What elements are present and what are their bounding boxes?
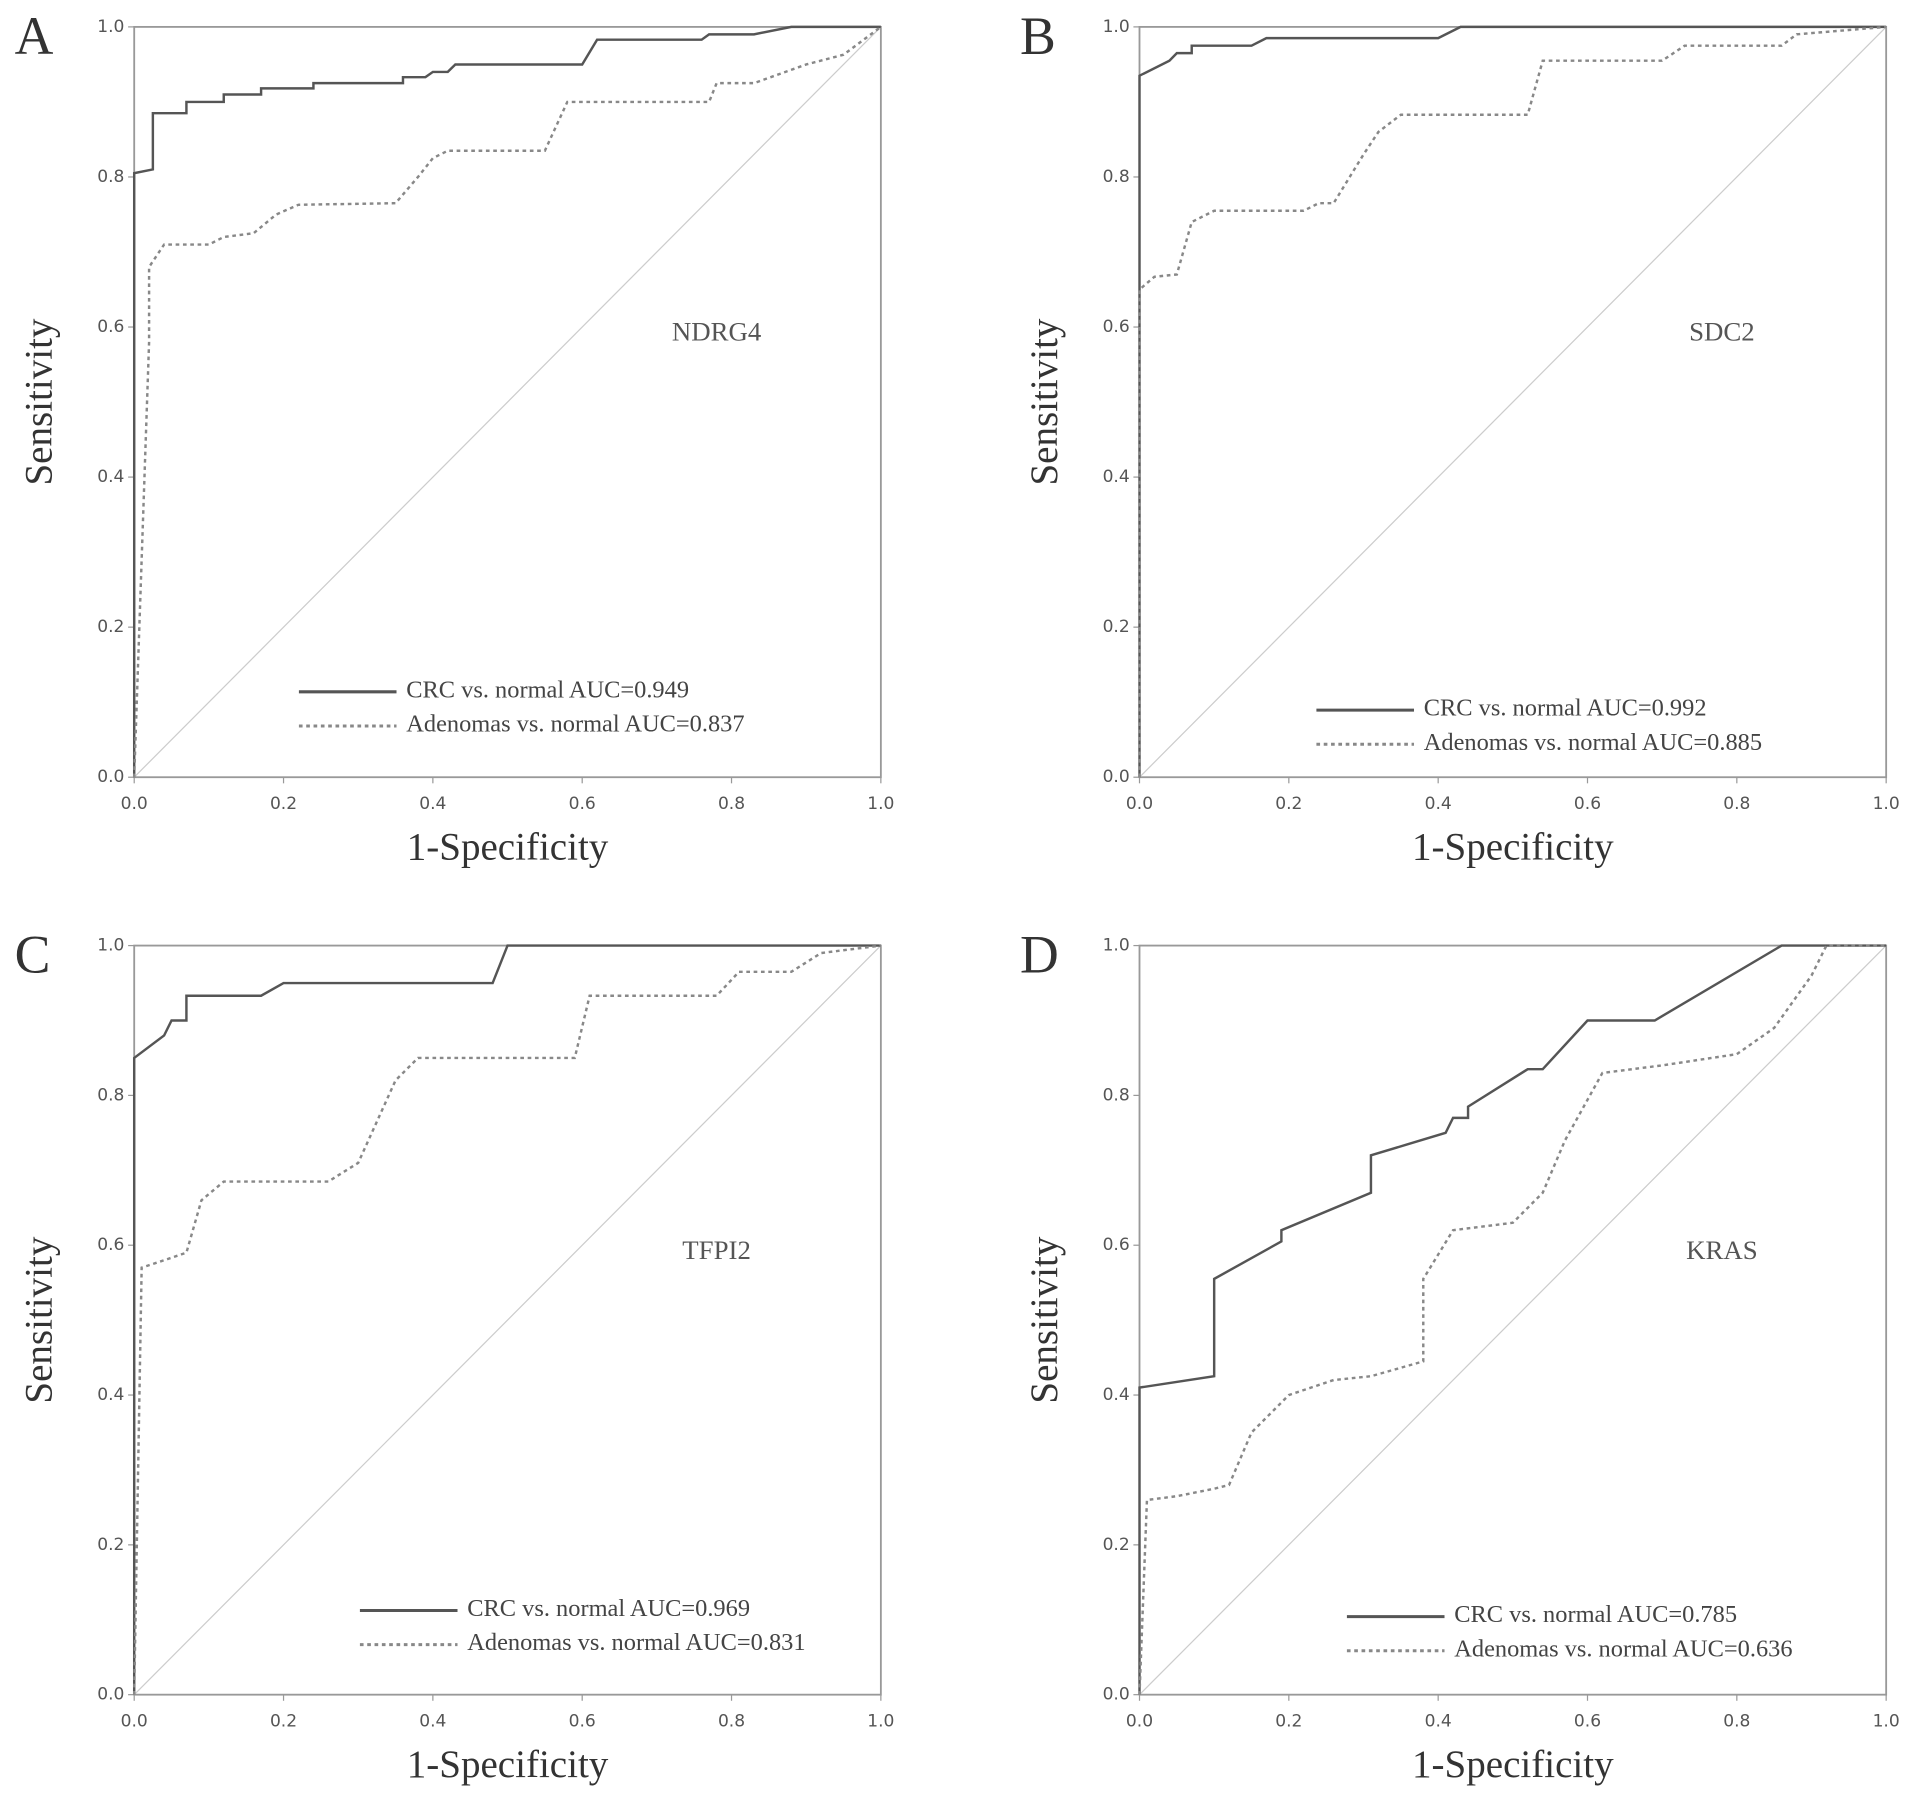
legend-label: CRC vs. normal AUC=0.949 (406, 676, 689, 703)
y-tick-label: 0.2 (1103, 1535, 1130, 1555)
y-axis-label: Sensitivity (1023, 318, 1066, 485)
x-tick-label: 0.6 (569, 794, 596, 814)
roc-curve (132, 25, 882, 778)
panel-letter: D (1020, 925, 1059, 985)
legend-label: Adenomas vs. normal AUC=0.885 (1424, 729, 1762, 756)
roc-curve (132, 944, 881, 1695)
x-tick-label: 0.2 (1275, 794, 1302, 814)
y-tick-label: 1.0 (97, 17, 124, 37)
y-axis-label: Sensitivity (18, 318, 61, 485)
x-tick-label: 0.2 (270, 794, 297, 814)
y-tick-label: 0.4 (1103, 1385, 1130, 1405)
gene-label: KRAS (1686, 1235, 1758, 1265)
gene-label: SDC2 (1689, 317, 1755, 347)
y-axis-label: Sensitivity (1023, 1236, 1066, 1403)
x-tick-label: 0.0 (1126, 794, 1153, 814)
x-tick-label: 0.8 (718, 1712, 745, 1732)
x-tick-label: 1.0 (867, 1712, 894, 1732)
y-tick-label: 0.2 (1103, 617, 1130, 637)
legend-label: CRC vs. normal AUC=0.992 (1424, 695, 1707, 722)
y-tick-label: 1.0 (1103, 936, 1130, 956)
x-tick-label: 0.4 (1425, 794, 1452, 814)
roc-panel: 0.0 0.2 0.4 0.6 0.8 1.0 0.0 0.2 0.4 0.6 0.8 1.0 1-Sp… (15, 925, 895, 1786)
x-axis-label: 1-Specificity (407, 1743, 609, 1786)
x-axis-label: 1-Specificity (1412, 1743, 1614, 1786)
y-tick-label: 1.0 (1103, 17, 1130, 37)
roc-curve (132, 25, 881, 778)
legend-label: Adenomas vs. normal AUC=0.837 (406, 711, 744, 738)
plot-frame (1138, 944, 1888, 1696)
legend-label: CRC vs. normal AUC=0.969 (467, 1595, 750, 1622)
y-tick-label: 0.8 (97, 167, 124, 187)
y-tick-label: 0.0 (1103, 1685, 1130, 1705)
y-tick-label: 0.6 (97, 1235, 124, 1255)
reference-diagonal (1139, 26, 1887, 778)
panel-letter: B (1020, 6, 1056, 66)
y-tick-label: 0.0 (97, 767, 124, 787)
reference-diagonal (133, 945, 882, 1696)
x-tick-label: 0.8 (718, 794, 745, 814)
y-tick-label: 0.6 (97, 317, 124, 337)
gene-label: NDRG4 (672, 317, 761, 347)
reference-diagonal (1139, 945, 1887, 1696)
y-tick-label: 0.8 (1103, 1085, 1130, 1105)
y-tick-label: 0.6 (1103, 317, 1130, 337)
y-tick-label: 0.4 (97, 467, 124, 487)
x-axis-label: 1-Specificity (407, 825, 609, 868)
x-tick-label: 1.0 (867, 794, 894, 814)
y-tick-label: 0.8 (1103, 167, 1130, 187)
roc-curve (1138, 25, 1887, 778)
y-tick-label: 0.2 (97, 1535, 124, 1555)
reference-diagonal (133, 26, 882, 778)
panel-letter: C (15, 925, 51, 985)
y-tick-label: 0.6 (1103, 1235, 1130, 1255)
x-tick-label: 0.2 (270, 1712, 297, 1732)
x-tick-label: 0.2 (1275, 1712, 1302, 1732)
roc-curve (132, 944, 882, 1695)
roc-panel: 0.0 0.2 0.4 0.6 0.8 1.0 0.0 0.2 0.4 0.6 0.8 1.0 1-Sp… (15, 6, 895, 869)
roc-curve (1138, 944, 1887, 1695)
y-axis-label: Sensitivity (18, 1236, 61, 1403)
roc-curve (1138, 25, 1887, 778)
x-tick-label: 0.4 (1425, 1712, 1452, 1732)
gene-label: TFPI2 (682, 1235, 751, 1265)
x-tick-label: 1.0 (1873, 794, 1900, 814)
y-tick-label: 0.2 (97, 617, 124, 637)
legend-label: CRC vs. normal AUC=0.785 (1454, 1601, 1737, 1628)
x-tick-label: 0.0 (121, 1712, 148, 1732)
roc-panel: 0.0 0.2 0.4 0.6 0.8 1.0 0.0 0.2 0.4 0.6 0.8 1.0 1-Sp… (1020, 6, 1900, 869)
x-tick-label: 0.0 (1126, 1712, 1153, 1732)
x-tick-label: 0.4 (419, 794, 446, 814)
panel-letter: A (15, 6, 54, 66)
y-tick-label: 0.4 (1103, 467, 1130, 487)
x-tick-label: 0.8 (1723, 794, 1750, 814)
legend-label: Adenomas vs. normal AUC=0.636 (1454, 1635, 1792, 1662)
y-tick-label: 0.0 (1103, 767, 1130, 787)
x-tick-label: 0.6 (1574, 794, 1601, 814)
y-tick-label: 0.0 (97, 1685, 124, 1705)
x-tick-label: 0.6 (1574, 1712, 1601, 1732)
y-tick-label: 1.0 (97, 936, 124, 956)
roc-panel: 0.0 0.2 0.4 0.6 0.8 1.0 0.0 0.2 0.4 0.6 0.8 1.0 1-Sp… (1020, 925, 1900, 1786)
y-tick-label: 0.4 (97, 1385, 124, 1405)
x-tick-label: 0.6 (569, 1712, 596, 1732)
roc-curve (1138, 944, 1887, 1695)
x-tick-label: 1.0 (1873, 1712, 1900, 1732)
legend-label: Adenomas vs. normal AUC=0.831 (467, 1629, 805, 1656)
x-tick-label: 0.0 (121, 794, 148, 814)
y-tick-label: 0.8 (97, 1085, 124, 1105)
x-tick-label: 0.4 (419, 1712, 446, 1732)
x-tick-label: 0.8 (1723, 1712, 1750, 1732)
x-axis-label: 1-Specificity (1412, 825, 1614, 868)
